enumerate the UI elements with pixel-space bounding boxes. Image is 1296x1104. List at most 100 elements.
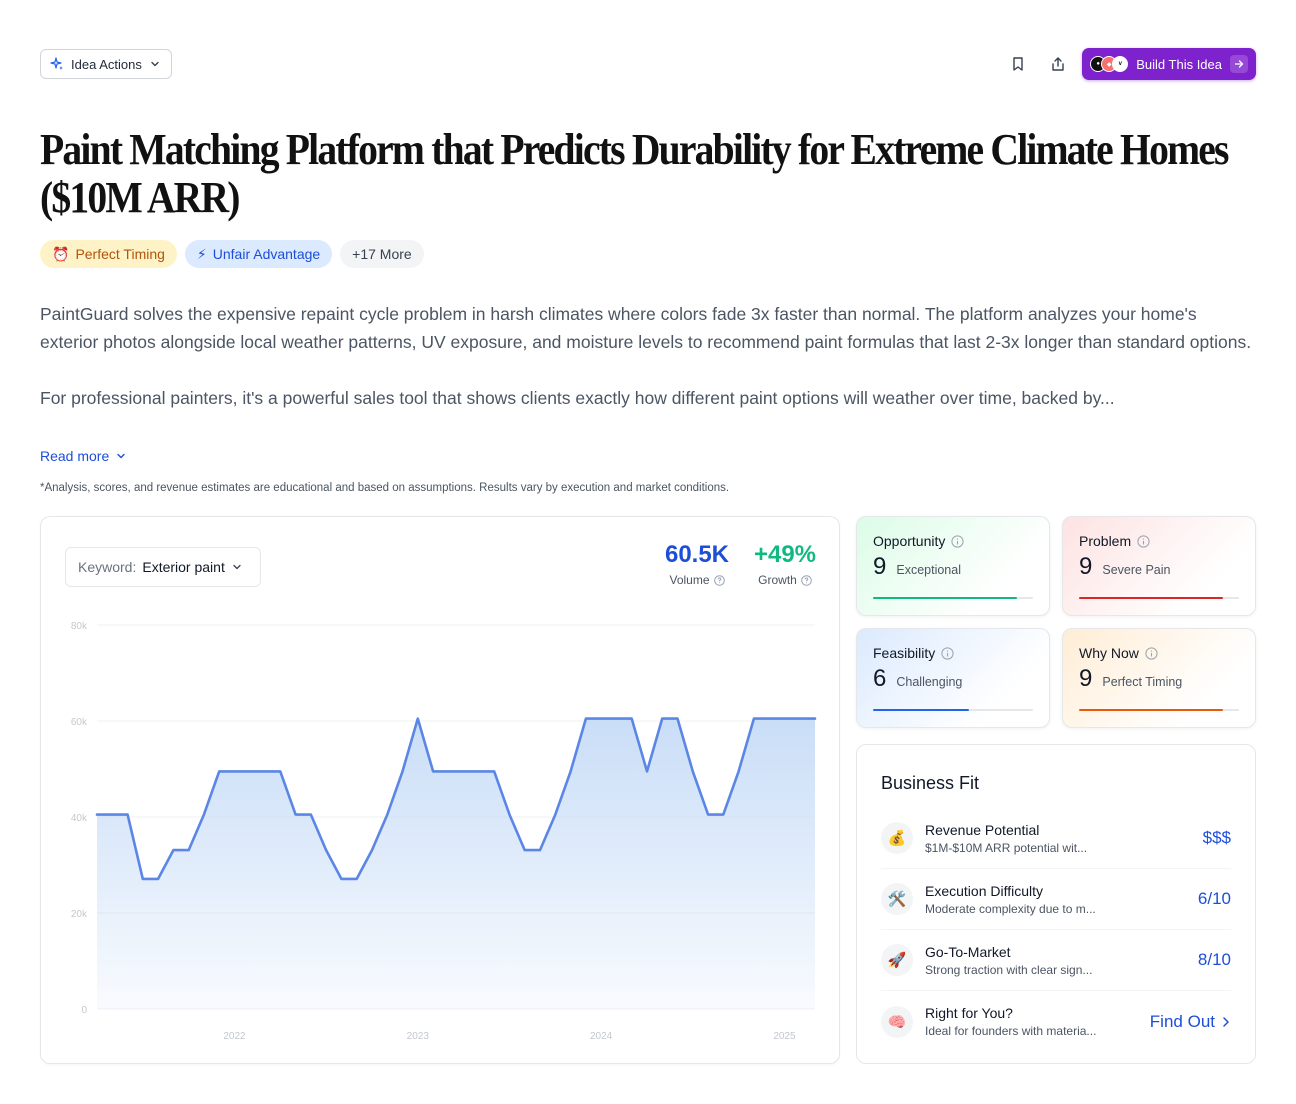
top-actions: ● ◆ v Build This Idea [998, 48, 1256, 80]
brain-icon: 🧠 [881, 1005, 913, 1038]
page-title-line-2: ($10M ARR) [40, 173, 240, 222]
score-card-opportunity[interactable]: Opportunity 9 Exceptional [856, 516, 1050, 616]
tag-label: Unfair Advantage [212, 246, 321, 262]
page-title: Paint Matching Platform that Predicts Du… [40, 125, 1229, 222]
score-title-row: Opportunity [873, 533, 1033, 549]
growth-metric: +49% Growth [749, 541, 821, 587]
help-icon[interactable] [713, 574, 725, 586]
idea-actions-label: Idea Actions [71, 56, 142, 72]
keyword-trend-card: 0 20k 40k 60k 80k 2022 2023 2024 2025 Keyword: E… [40, 516, 840, 1064]
bookmark-button[interactable] [998, 48, 1038, 80]
fit-label: Right for You? [925, 1005, 1013, 1021]
fit-text: Go-To-Market Strong traction with clear … [925, 944, 1188, 977]
score-title-row: Feasibility [873, 645, 1033, 661]
x-tick-label: 2024 [590, 1031, 613, 1042]
score-description: Perfect Timing [1102, 675, 1183, 689]
arrow-right-icon [1230, 55, 1248, 73]
business-fit-card: Business Fit 💰 Revenue Potential $1M-$10… [856, 744, 1256, 1064]
score-card-problem[interactable]: Problem 9 Severe Pain [1062, 516, 1256, 616]
info-icon[interactable] [951, 534, 964, 548]
description: PaintGuard solves the expensive repaint … [40, 300, 1256, 440]
fit-row-revenue-potential[interactable]: 💰 Revenue Potential $1M-$10M ARR potenti… [881, 808, 1231, 869]
score-title-row: Why Now [1079, 645, 1239, 661]
score-value: 6 [873, 665, 887, 692]
keyword-select[interactable]: Keyword: Exterior paint [65, 547, 261, 587]
series-area [97, 718, 815, 1009]
score-bar [873, 709, 1033, 711]
fit-value-text: 6/10 [1197, 889, 1231, 908]
score-value: 9 [1079, 553, 1093, 580]
score-bar-fill [1079, 597, 1223, 599]
tag-list: ⏰ Perfect Timing ⚡ Unfair Advantage +17 … [40, 240, 424, 268]
x-tick-label: 2022 [223, 1031, 246, 1042]
score-bar [1079, 709, 1239, 711]
build-this-idea-button[interactable]: ● ◆ v Build This Idea [1082, 48, 1256, 80]
disclaimer: *Analysis, scores, and revenue estimates… [40, 482, 730, 494]
score-row: 6 Challenging [873, 665, 1033, 693]
score-title: Why Now [1079, 645, 1139, 661]
tag-unfair-advantage[interactable]: ⚡ Unfair Advantage [184, 240, 333, 268]
y-tick-label: 80k [71, 621, 88, 632]
fit-value: 6/10 [1198, 889, 1231, 909]
fit-row-execution-difficulty[interactable]: 🛠️ Execution Difficulty Moderate complex… [881, 869, 1231, 930]
series-line [95, 717, 817, 881]
score-row: 9 Perfect Timing [1079, 665, 1239, 693]
idea-actions-button[interactable]: Idea Actions [40, 49, 172, 79]
fit-value-text: $$$ [1202, 828, 1231, 847]
score-description: Severe Pain [1102, 563, 1171, 577]
fit-text: Execution Difficulty Moderate complexity… [925, 883, 1188, 916]
fit-subtext: Moderate complexity due to m... [925, 901, 1096, 916]
fit-row-right-for-you[interactable]: 🧠 Right for You? Ideal for founders with… [881, 991, 1231, 1052]
info-icon[interactable] [941, 646, 954, 660]
score-title: Problem [1079, 533, 1132, 549]
fit-subtext: Strong traction with clear sign... [925, 962, 1093, 977]
growth-label-row: Growth [749, 573, 821, 587]
help-icon[interactable] [801, 574, 812, 586]
keyword-value: Exterior paint [142, 559, 225, 575]
tag-label: +17 More [352, 246, 412, 262]
money-bag-icon: 💰 [881, 822, 913, 854]
page-title-line-1: Paint Matching Platform that Predicts Du… [40, 125, 1229, 174]
fit-text: Right for You? Ideal for founders with m… [925, 1005, 1140, 1038]
fit-value: 8/10 [1198, 950, 1231, 970]
alarm-clock-icon: ⏰ [52, 245, 70, 262]
volume-label: Volume [669, 573, 710, 587]
score-description: Challenging [896, 675, 963, 689]
tag-perfect-timing[interactable]: ⏰ Perfect Timing [40, 240, 177, 268]
tools-icon: 🛠️ [881, 883, 913, 915]
trend-chart: 0 20k 40k 60k 80k 2022 2023 2024 2025 [71, 621, 817, 1042]
x-tick-label: 2023 [407, 1031, 430, 1042]
tag-more-button[interactable]: +17 More [340, 240, 424, 268]
bookmark-icon [1013, 57, 1023, 71]
growth-value: +49% [753, 541, 817, 568]
score-bar [1079, 597, 1239, 599]
score-bar-fill [1079, 709, 1223, 711]
chevron-down-icon [151, 61, 159, 67]
score-description: Exceptional [896, 563, 961, 577]
y-tick-label: 40k [71, 813, 88, 824]
business-fit-title: Business Fit [881, 773, 980, 793]
build-label: Build This Idea [1136, 56, 1222, 72]
share-button[interactable] [1038, 48, 1078, 80]
chevron-down-icon [233, 564, 241, 570]
volume-value: 60.5K [664, 541, 730, 568]
tag-label: Perfect Timing [75, 246, 165, 262]
fit-row-go-to-market[interactable]: 🚀 Go-To-Market Strong traction with clea… [881, 930, 1231, 991]
info-icon[interactable] [1145, 646, 1158, 660]
score-card-feasibility[interactable]: Feasibility 6 Challenging [856, 628, 1050, 728]
info-icon[interactable] [1137, 534, 1150, 548]
find-out-label: Find Out [1149, 1011, 1215, 1031]
description-paragraph: For professional painters, it's a powerf… [40, 388, 1115, 408]
score-card-why-now[interactable]: Why Now 9 Perfect Timing [1062, 628, 1256, 728]
read-more-link[interactable]: Read more [40, 448, 127, 464]
score-title: Feasibility [873, 645, 936, 661]
fit-label: Revenue Potential [925, 821, 1040, 838]
score-bar-fill [873, 597, 1017, 599]
find-out-link[interactable]: Find Out [1150, 1012, 1231, 1032]
fit-value-text: 8/10 [1197, 950, 1231, 969]
volume-metric: 60.5K Volume [661, 541, 733, 587]
score-title-row: Problem [1079, 533, 1239, 549]
fit-subtext: Ideal for founders with materia... [925, 1024, 1097, 1038]
sparkle-icon [50, 57, 63, 70]
description-paragraph: PaintGuard solves the expensive repaint … [40, 304, 1252, 352]
